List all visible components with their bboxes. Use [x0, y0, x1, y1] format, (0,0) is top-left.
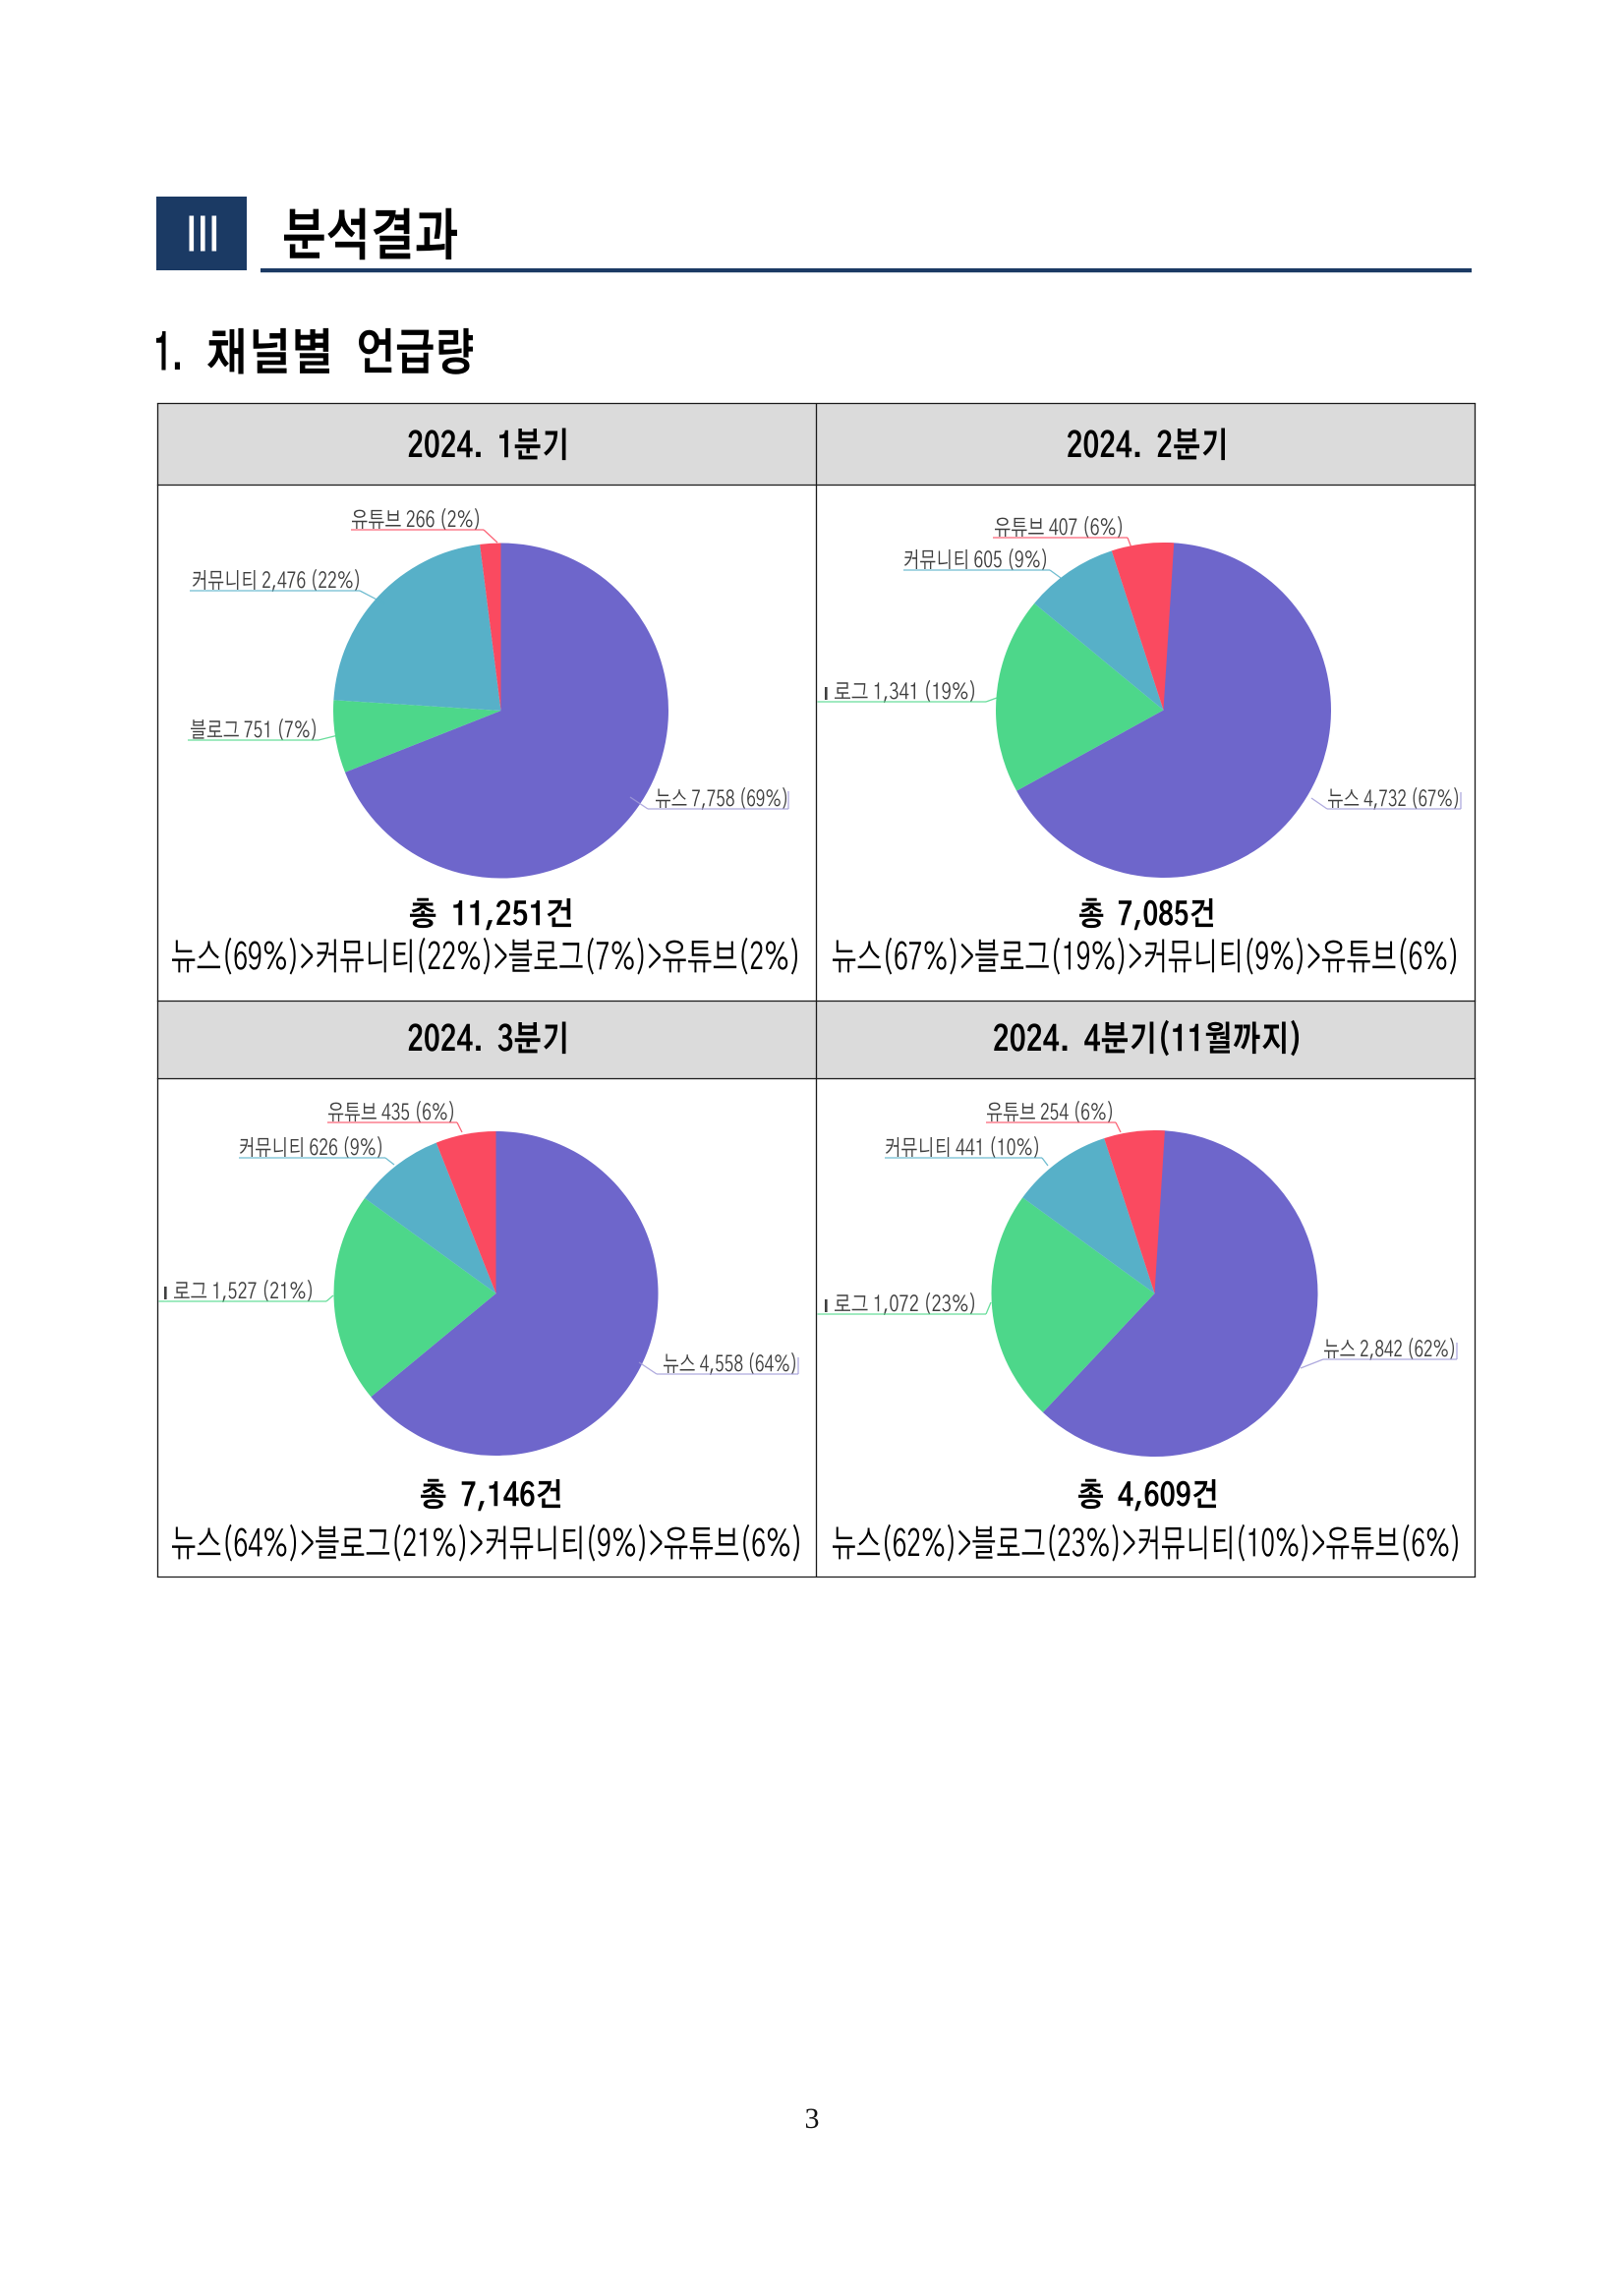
svg-text:3: 3: [805, 2102, 820, 2135]
